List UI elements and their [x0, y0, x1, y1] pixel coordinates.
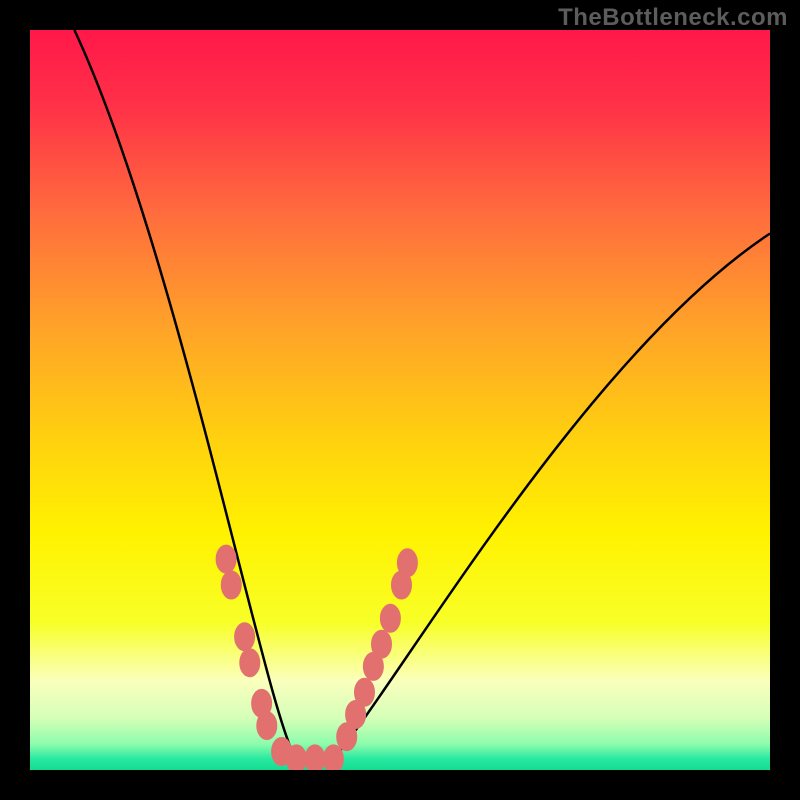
data-dot — [323, 745, 343, 773]
data-dot — [354, 678, 374, 706]
chart-svg — [0, 0, 800, 800]
data-dot — [257, 712, 277, 740]
plot-background — [30, 30, 770, 770]
data-dot — [372, 630, 392, 658]
data-dot — [397, 549, 417, 577]
data-dot — [216, 545, 236, 573]
data-dot — [380, 604, 400, 632]
bottleneck-chart: TheBottleneck.com — [0, 0, 800, 800]
data-dot — [235, 623, 255, 651]
data-dot — [221, 571, 241, 599]
data-dot — [240, 649, 260, 677]
data-dot — [305, 745, 325, 773]
watermark-text: TheBottleneck.com — [558, 4, 788, 32]
data-dot — [286, 745, 306, 773]
